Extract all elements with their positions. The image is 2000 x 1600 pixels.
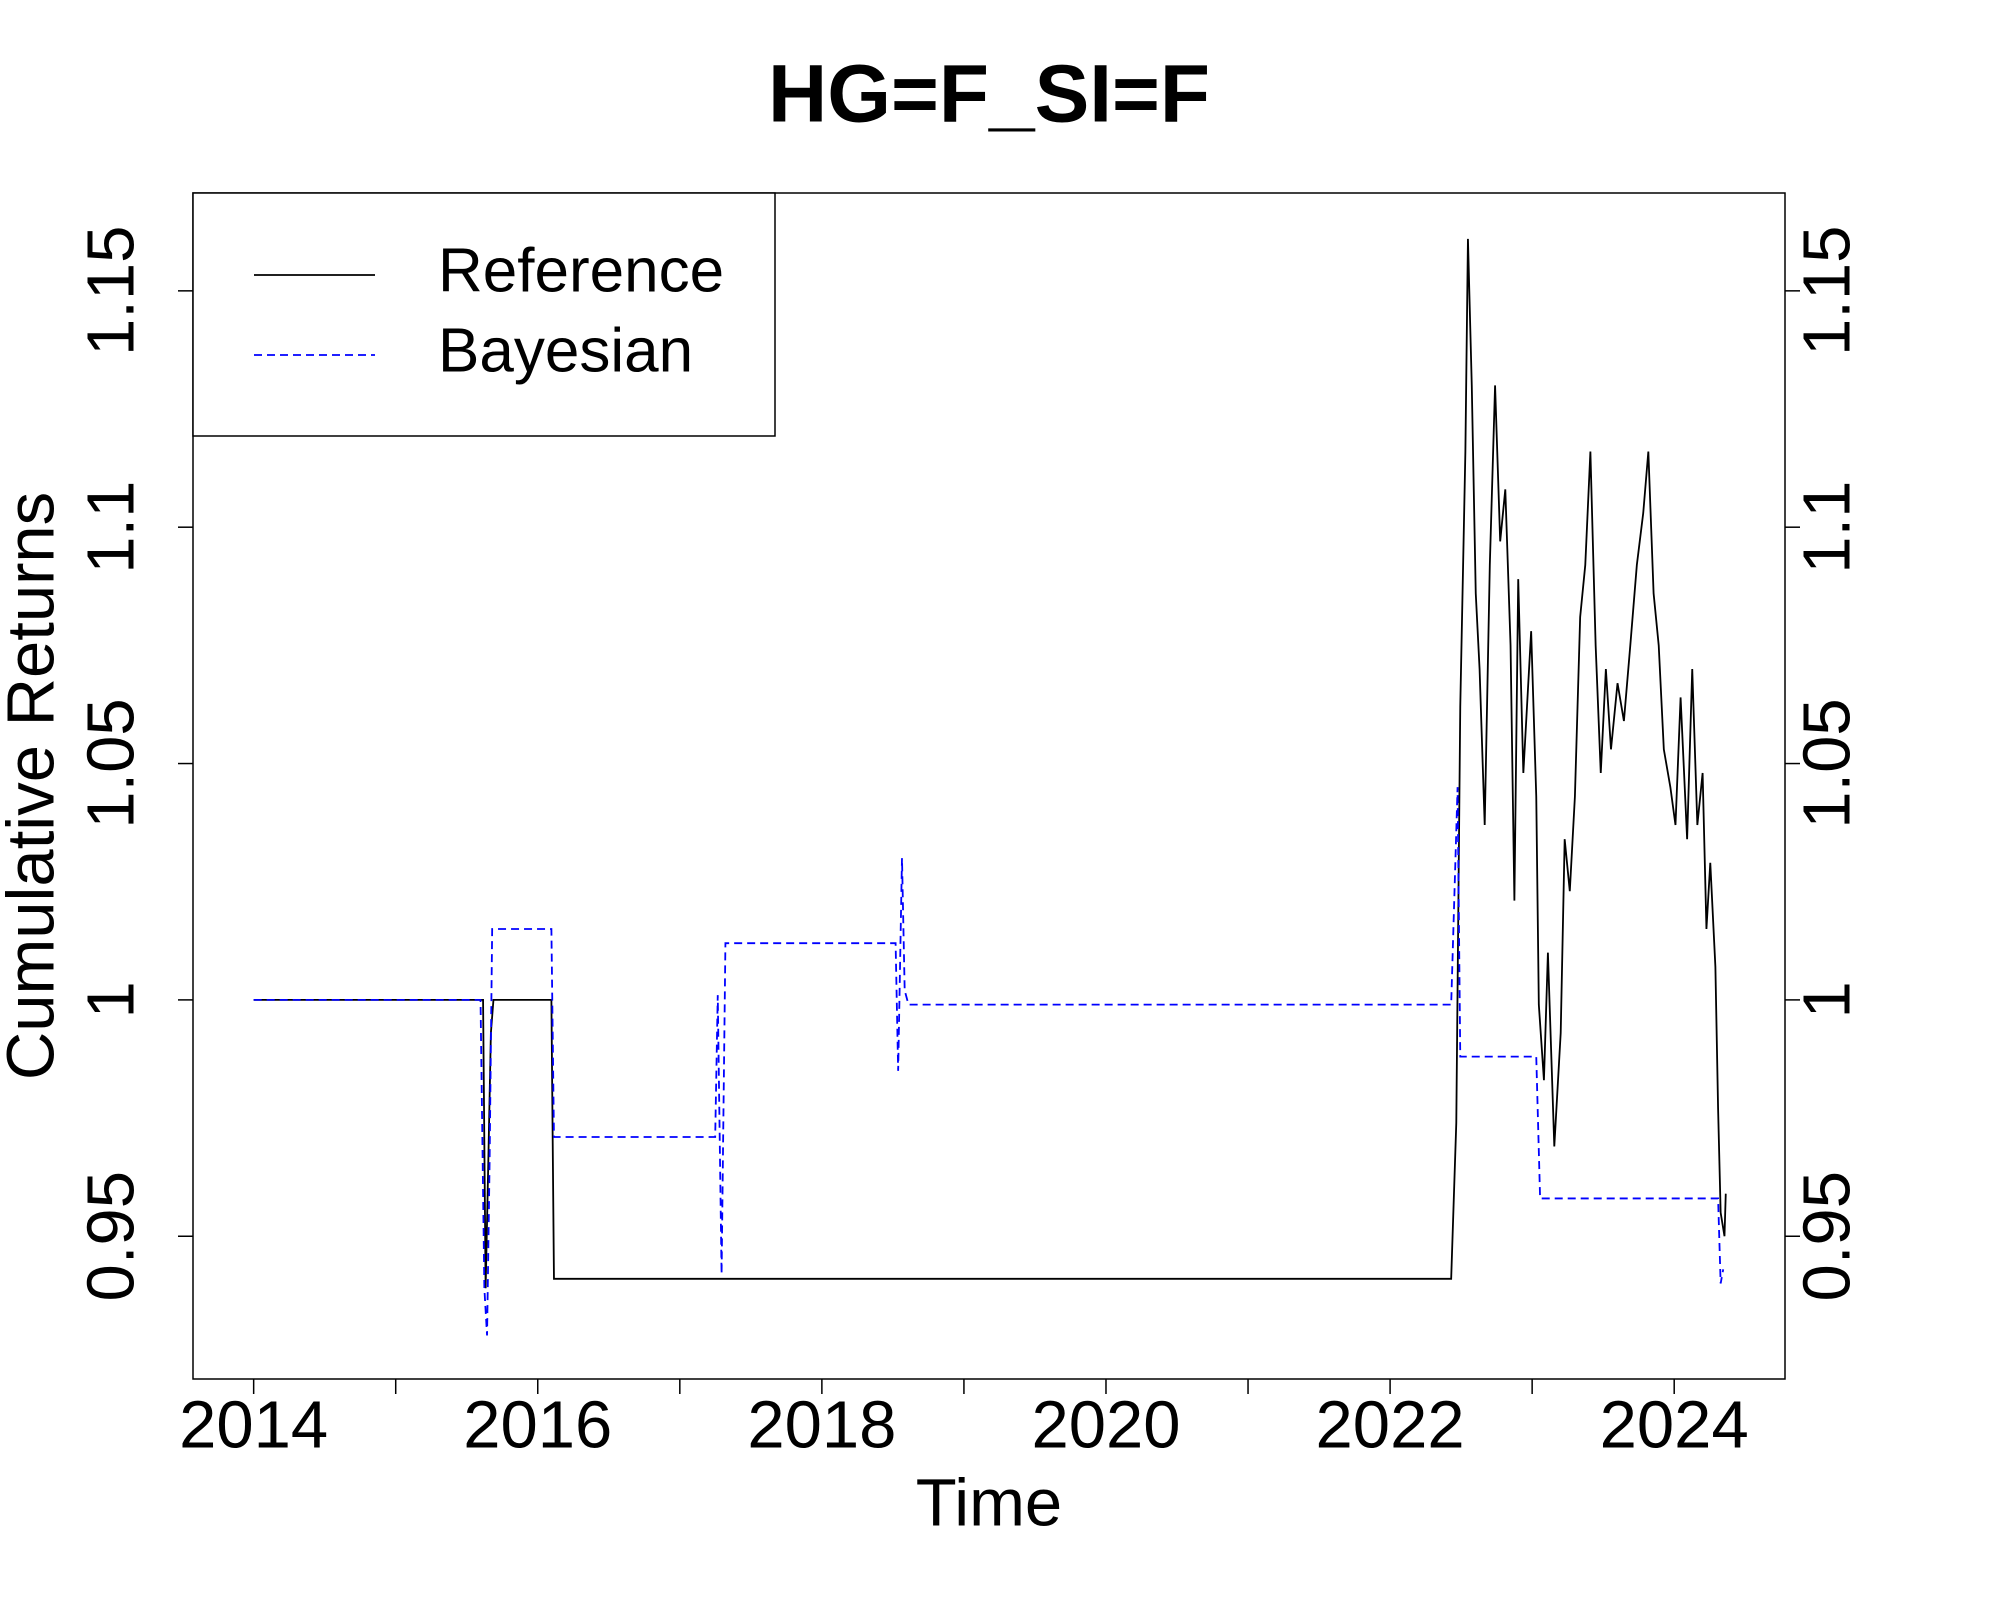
- series-line: [253, 238, 1727, 1289]
- x-tick-label: 2020: [1031, 1388, 1180, 1463]
- legend-box: [192, 192, 776, 437]
- series-line: [253, 787, 1725, 1336]
- y-tick-label: 1.1: [74, 481, 149, 574]
- x-axis-label: Time: [916, 1466, 1062, 1541]
- plot-frame: [192, 192, 1786, 1380]
- y-tick-label: 1.15: [74, 226, 149, 356]
- x-tick-label: 2016: [463, 1388, 612, 1463]
- y2-tick-label: 1: [1790, 981, 1865, 1018]
- y2-tick-label: 1.1: [1790, 481, 1865, 574]
- chart-title: HG=F_SI=F: [768, 49, 1210, 140]
- x-tick-label: 2022: [1316, 1388, 1465, 1463]
- y-axis-label: Cumulative Returns: [0, 492, 69, 1080]
- y-tick-label: 1: [74, 981, 149, 1018]
- y-tick-label: 0.95: [74, 1171, 149, 1301]
- y2-tick-label: 1.05: [1790, 698, 1865, 828]
- x-tick-label: 2014: [179, 1388, 328, 1463]
- legend-label: Reference: [438, 236, 724, 305]
- legend-label: Bayesian: [438, 316, 693, 385]
- x-tick-label: 2024: [1600, 1388, 1749, 1463]
- x-tick-label: 2018: [747, 1388, 896, 1463]
- y-tick-label: 1.05: [74, 698, 149, 828]
- y2-tick-label: 0.95: [1790, 1171, 1865, 1301]
- y2-tick-label: 1.15: [1790, 226, 1865, 356]
